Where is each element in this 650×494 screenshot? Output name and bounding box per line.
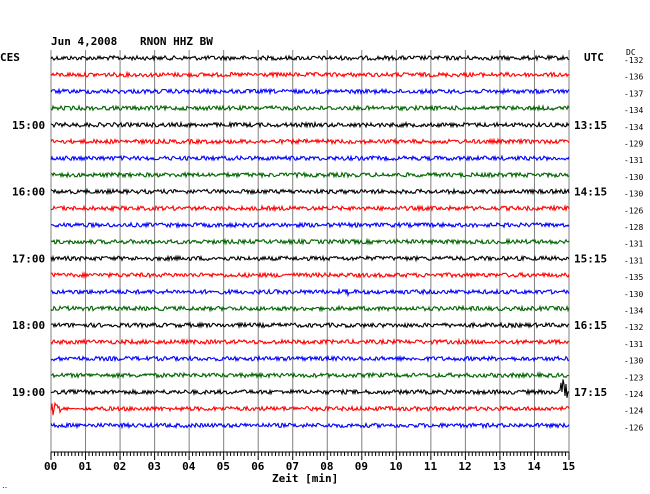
right-time-label: 13:15 <box>574 119 607 132</box>
left-zone-label: CES <box>0 51 20 64</box>
left-time-label: 15:00 <box>12 119 45 132</box>
dc-offset-label: -130 <box>624 190 643 199</box>
trace-line <box>50 304 570 313</box>
right-time-label: 17:15 <box>574 386 607 399</box>
x-tick-label: 10 <box>389 460 402 473</box>
dc-offset-label: -123 <box>624 373 643 382</box>
trace-line <box>50 401 570 416</box>
x-axis-label: Zeit [min] <box>272 472 338 485</box>
trace-line <box>50 204 570 213</box>
dc-offset-label: -132 <box>624 56 643 65</box>
x-tick-label: 04 <box>182 460 196 473</box>
right-time-label: 15:15 <box>574 252 607 265</box>
dc-offset-label: -135 <box>624 273 643 282</box>
trace-line <box>50 254 570 263</box>
trace-line <box>50 54 570 62</box>
dc-offset-label: -130 <box>624 290 643 299</box>
dc-offset-label: -134 <box>624 123 643 132</box>
x-tick-label: 13 <box>493 460 506 473</box>
trace-line <box>50 104 570 112</box>
trace-line <box>50 354 570 363</box>
x-tick-label: 15 <box>562 460 575 473</box>
dc-offset-label: -130 <box>624 357 643 366</box>
dc-offset-label: -131 <box>624 256 643 265</box>
left-time-label: 17:00 <box>12 252 45 265</box>
grid-lines <box>50 50 570 452</box>
dc-offset-label: -134 <box>624 307 643 316</box>
left-time-label: 18:00 <box>12 319 45 332</box>
trace-line <box>50 154 570 163</box>
right-zone-label: UTC <box>584 51 604 64</box>
dc-offset-label: -130 <box>624 173 643 182</box>
x-tick-label: 09 <box>355 460 368 473</box>
dc-offset-label: -128 <box>624 223 643 232</box>
x-tick-label: 12 <box>458 460 471 473</box>
dc-offset-label: -137 <box>624 89 643 98</box>
header-date: Jun 4,2008 <box>51 35 117 48</box>
trace-line <box>50 421 570 430</box>
x-tick-label: 01 <box>79 460 93 473</box>
header-station: RNON HHZ BW <box>140 35 213 48</box>
dc-label: DC <box>626 48 636 57</box>
trace-line <box>50 120 570 129</box>
x-tick-label: 02 <box>113 460 126 473</box>
dc-offset-label: -131 <box>624 156 643 165</box>
trace-line <box>50 187 570 196</box>
dc-offset-label: -132 <box>624 323 643 332</box>
trace-line <box>50 337 570 346</box>
dc-offset-label: -131 <box>624 340 643 349</box>
x-tick-label: 08 <box>320 460 333 473</box>
trace-group <box>50 54 570 430</box>
trace-line <box>50 221 570 230</box>
x-axis: 00 01 02 03 04 05 06 07 08 09 10 11 12 13 14 15 <box>44 451 575 473</box>
corner-mark: ‥ <box>2 481 7 490</box>
dc-offset-label: -136 <box>624 73 643 82</box>
trace-line <box>50 70 570 79</box>
left-time-label: 19:00 <box>12 386 45 399</box>
label-group: -132 -136 -137 -134 -134 -129 -131 -130 -130 -126… <box>12 56 643 432</box>
right-time-label: 14:15 <box>574 186 607 199</box>
dc-offset-label: -129 <box>624 140 643 149</box>
dc-offset-label: -126 <box>624 206 643 215</box>
dc-offset-label: -124 <box>624 407 643 416</box>
trace-line <box>50 137 570 146</box>
x-tick-label: 03 <box>148 460 161 473</box>
right-time-label: 16:15 <box>574 319 607 332</box>
dc-offset-label: -124 <box>624 390 643 399</box>
trace-line <box>50 271 570 280</box>
trace-line <box>50 170 570 179</box>
x-tick-label: 05 <box>217 460 230 473</box>
x-tick-label: 11 <box>424 460 438 473</box>
x-tick-label: 07 <box>286 460 299 473</box>
trace-line <box>50 379 569 398</box>
dc-offset-label: -134 <box>624 106 643 115</box>
trace-line <box>51 371 570 380</box>
x-tick-label: 00 <box>44 460 57 473</box>
trace-line <box>50 287 570 298</box>
left-time-label: 16:00 <box>12 186 45 199</box>
x-tick-label: 06 <box>251 460 265 473</box>
dc-offset-label: -126 <box>624 423 643 432</box>
trace-line <box>50 237 570 246</box>
trace-line <box>50 87 570 96</box>
trace-line <box>50 321 570 330</box>
x-tick-label: 14 <box>527 460 541 473</box>
dc-offset-label: -131 <box>624 240 643 249</box>
